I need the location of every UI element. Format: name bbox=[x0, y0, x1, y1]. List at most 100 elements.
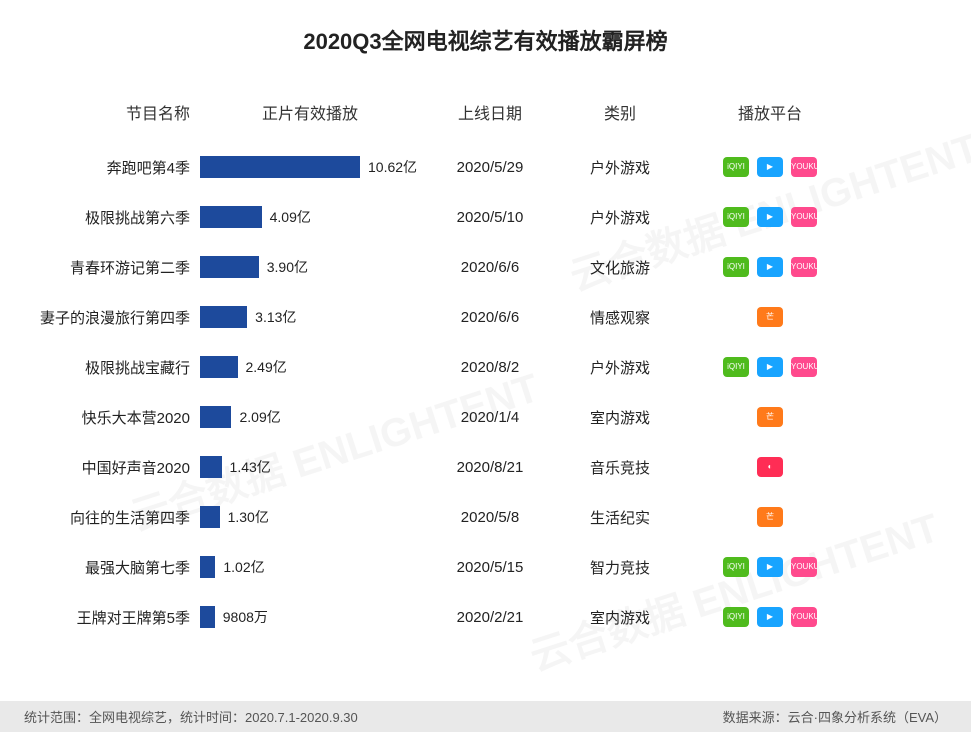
platforms: ◐ bbox=[680, 457, 860, 477]
release-date: 2020/5/15 bbox=[420, 559, 560, 576]
iqiyi-icon: iQIYI bbox=[723, 557, 749, 577]
header-date: 上线日期 bbox=[420, 100, 560, 124]
migu-icon: ◐ bbox=[757, 457, 783, 477]
bar bbox=[200, 306, 247, 328]
platforms: iQIYI ▶ YOUKU bbox=[680, 157, 860, 177]
tencent-icon: ▶ bbox=[757, 557, 783, 577]
bar-cell: 3.90亿 bbox=[200, 256, 420, 278]
platforms: iQIYI ▶ YOUKU bbox=[680, 557, 860, 577]
bar-cell: 1.43亿 bbox=[200, 456, 420, 478]
category: 音乐竞技 bbox=[560, 457, 680, 478]
bar-value-label: 1.43亿 bbox=[230, 457, 271, 477]
bar bbox=[200, 356, 238, 378]
category: 户外游戏 bbox=[560, 357, 680, 378]
category: 室内游戏 bbox=[560, 607, 680, 628]
iqiyi-icon: iQIYI bbox=[723, 207, 749, 227]
bar-cell: 10.62亿 bbox=[200, 156, 420, 178]
footer-source: 数据来源：云合·四象分析系统（EVA） bbox=[723, 707, 947, 726]
show-name: 青春环游记第二季 bbox=[30, 257, 200, 278]
mango-icon: 芒 bbox=[757, 407, 783, 427]
iqiyi-icon: iQIYI bbox=[723, 157, 749, 177]
show-name: 向往的生活第四季 bbox=[30, 507, 200, 528]
bar-cell: 9808万 bbox=[200, 606, 420, 628]
bar-value-label: 1.02亿 bbox=[223, 557, 264, 577]
table-row: 青春环游记第二季 3.90亿 2020/6/6文化旅游 iQIYI ▶ YOUKU bbox=[30, 242, 941, 292]
bar-cell: 2.49亿 bbox=[200, 356, 420, 378]
platforms: iQIYI ▶ YOUKU bbox=[680, 207, 860, 227]
tencent-icon: ▶ bbox=[757, 257, 783, 277]
bar bbox=[200, 506, 220, 528]
category: 生活纪实 bbox=[560, 507, 680, 528]
bar-cell: 1.30亿 bbox=[200, 506, 420, 528]
platforms: 芒 bbox=[680, 307, 860, 327]
platforms: iQIYI▶YOUKU bbox=[680, 607, 860, 627]
tencent-icon: ▶ bbox=[757, 157, 783, 177]
category: 文化旅游 bbox=[560, 257, 680, 278]
platforms: 芒 bbox=[680, 507, 860, 527]
bar-value-label: 4.09亿 bbox=[270, 207, 311, 227]
bar-cell: 4.09亿 bbox=[200, 206, 420, 228]
youku-icon: YOUKU bbox=[791, 257, 817, 277]
table-row: 极限挑战第六季 4.09亿 2020/5/10户外游戏 iQIYI ▶ YOUKU bbox=[30, 192, 941, 242]
show-name: 妻子的浪漫旅行第四季 bbox=[30, 307, 200, 328]
header-plays: 正片有效播放 bbox=[200, 100, 420, 124]
tencent-icon: ▶ bbox=[757, 357, 783, 377]
show-name: 极限挑战宝藏行 bbox=[30, 357, 200, 378]
category: 室内游戏 bbox=[560, 407, 680, 428]
release-date: 2020/6/6 bbox=[420, 259, 560, 276]
bar-value-label: 10.62亿 bbox=[368, 157, 417, 177]
bar-value-label: 2.49亿 bbox=[246, 357, 287, 377]
bar-value-label: 2.09亿 bbox=[239, 407, 280, 427]
youku-icon: YOUKU bbox=[791, 157, 817, 177]
bar bbox=[200, 206, 262, 228]
chart-title: 2020Q3全网电视综艺有效播放霸屏榜 bbox=[0, 0, 971, 56]
footer-bar: 统计范围：全网电视综艺，统计时间：2020.7.1-2020.9.30 数据来源… bbox=[0, 701, 971, 732]
table-row: 极限挑战宝藏行2.49亿2020/8/2户外游戏iQIYI▶YOUKU bbox=[30, 342, 941, 392]
chart-area: 节目名称 正片有效播放 上线日期 类别 播放平台 奔跑吧第4季10.62亿202… bbox=[30, 100, 941, 642]
bar bbox=[200, 406, 231, 428]
rows-container: 奔跑吧第4季10.62亿2020/5/29户外游戏iQIYI▶YOUKU极限挑战… bbox=[30, 142, 941, 642]
footer-scope: 统计范围：全网电视综艺，统计时间：2020.7.1-2020.9.30 bbox=[24, 707, 358, 726]
bar bbox=[200, 156, 360, 178]
bar-cell: 1.02亿 bbox=[200, 556, 420, 578]
bar bbox=[200, 556, 215, 578]
table-row: 快乐大本营2020 2.09亿 2020/1/4室内游戏 芒 bbox=[30, 392, 941, 442]
iqiyi-icon: iQIYI bbox=[723, 357, 749, 377]
release-date: 2020/6/6 bbox=[420, 309, 560, 326]
header-name: 节目名称 bbox=[30, 100, 200, 124]
bar-cell: 3.13亿 bbox=[200, 306, 420, 328]
release-date: 2020/5/10 bbox=[420, 209, 560, 226]
show-name: 王牌对王牌第5季 bbox=[30, 607, 200, 628]
show-name: 极限挑战第六季 bbox=[30, 207, 200, 228]
platforms: iQIYI▶YOUKU bbox=[680, 357, 860, 377]
iqiyi-icon: iQIYI bbox=[723, 607, 749, 627]
mango-icon: 芒 bbox=[757, 507, 783, 527]
release-date: 2020/8/2 bbox=[420, 359, 560, 376]
release-date: 2020/8/21 bbox=[420, 459, 560, 476]
release-date: 2020/1/4 bbox=[420, 409, 560, 426]
bar bbox=[200, 606, 215, 628]
category: 户外游戏 bbox=[560, 157, 680, 178]
platforms: 芒 bbox=[680, 407, 860, 427]
tencent-icon: ▶ bbox=[757, 207, 783, 227]
bar-cell: 2.09亿 bbox=[200, 406, 420, 428]
platforms: iQIYI ▶ YOUKU bbox=[680, 257, 860, 277]
category: 情感观察 bbox=[560, 307, 680, 328]
tencent-icon: ▶ bbox=[757, 607, 783, 627]
show-name: 中国好声音2020 bbox=[30, 457, 200, 478]
youku-icon: YOUKU bbox=[791, 207, 817, 227]
show-name: 最强大脑第七季 bbox=[30, 557, 200, 578]
table-row: 最强大脑第七季1.02亿2020/5/15智力竞技iQIYI▶YOUKU bbox=[30, 542, 941, 592]
category: 户外游戏 bbox=[560, 207, 680, 228]
youku-icon: YOUKU bbox=[791, 557, 817, 577]
header-platform: 播放平台 bbox=[680, 100, 860, 124]
bar-value-label: 9808万 bbox=[223, 607, 268, 627]
bar-value-label: 3.90亿 bbox=[267, 257, 308, 277]
table-row: 王牌对王牌第5季9808万2020/2/21室内游戏iQIYI▶YOUKU bbox=[30, 592, 941, 642]
header-category: 类别 bbox=[560, 100, 680, 124]
show-name: 快乐大本营2020 bbox=[30, 407, 200, 428]
bar bbox=[200, 256, 259, 278]
iqiyi-icon: iQIYI bbox=[723, 257, 749, 277]
release-date: 2020/2/21 bbox=[420, 609, 560, 626]
release-date: 2020/5/8 bbox=[420, 509, 560, 526]
